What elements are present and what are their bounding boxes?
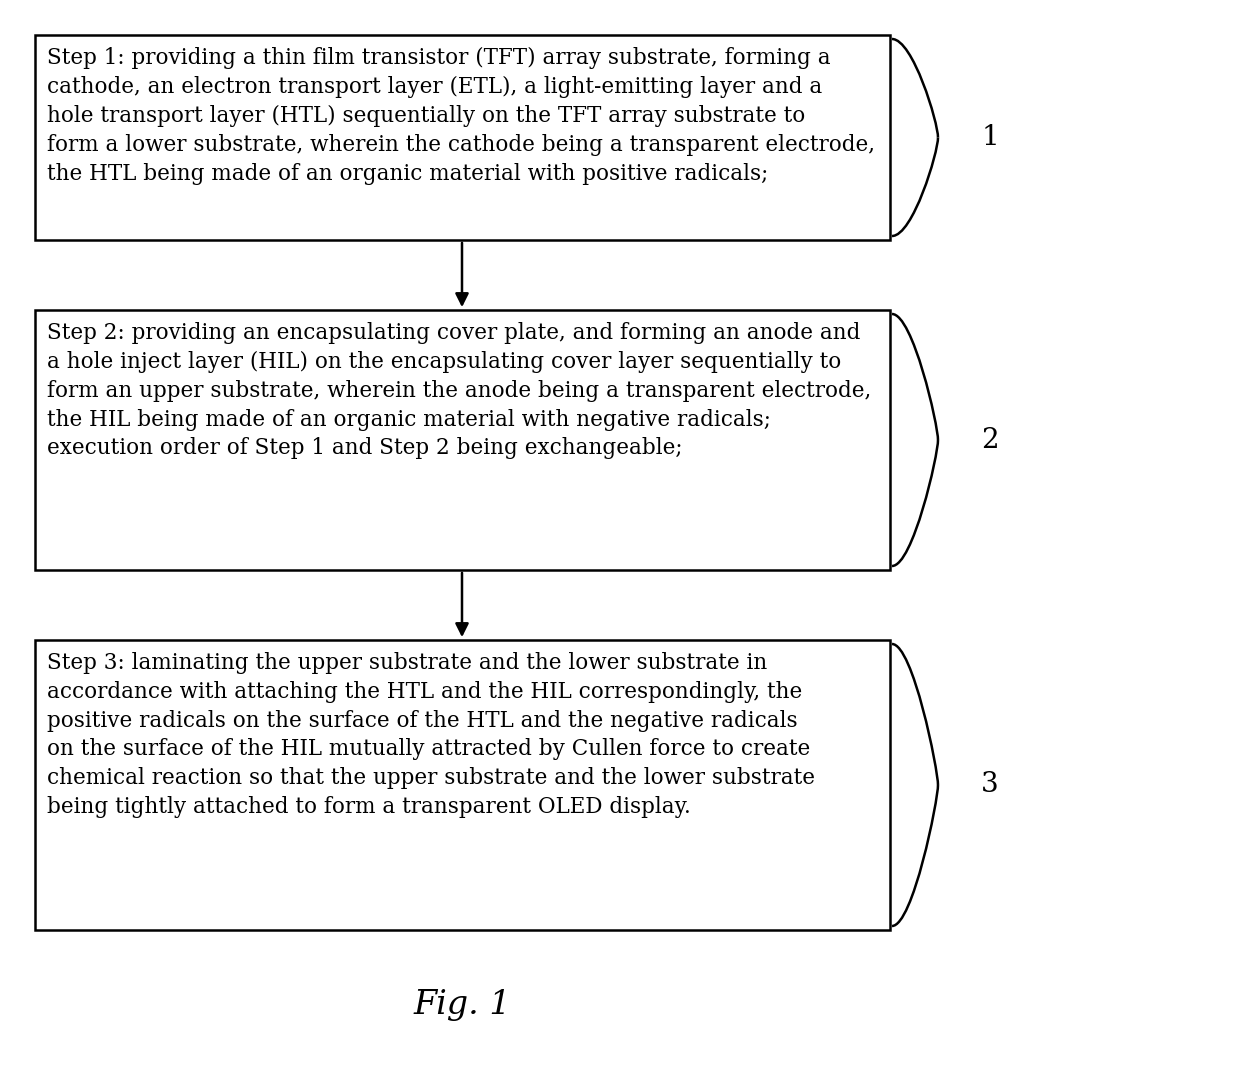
- Text: Step 3: laminating the upper substrate and the lower substrate in
accordance wit: Step 3: laminating the upper substrate a…: [47, 652, 815, 818]
- Bar: [35, 310, 890, 570]
- Bar: [35, 35, 890, 240]
- Text: 2: 2: [981, 426, 998, 453]
- Text: 3: 3: [981, 771, 998, 799]
- Bar: [35, 640, 890, 930]
- Text: Step 1: providing a thin film transistor (TFT) array substrate, forming a
cathod: Step 1: providing a thin film transistor…: [47, 47, 875, 184]
- Text: Fig. 1: Fig. 1: [413, 989, 511, 1021]
- Text: 1: 1: [981, 124, 999, 151]
- Text: Step 2: providing an encapsulating cover plate, and forming an anode and
a hole : Step 2: providing an encapsulating cover…: [47, 322, 872, 459]
